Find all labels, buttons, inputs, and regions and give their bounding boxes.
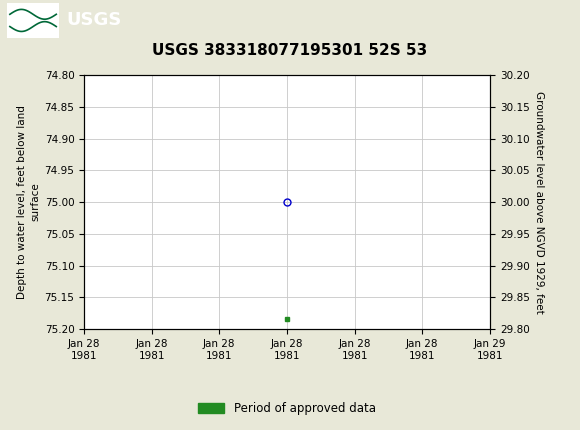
Text: USGS: USGS (66, 12, 121, 29)
FancyBboxPatch shape (7, 3, 59, 37)
Text: USGS 383318077195301 52S 53: USGS 383318077195301 52S 53 (153, 43, 427, 58)
Y-axis label: Depth to water level, feet below land
surface: Depth to water level, feet below land su… (17, 105, 41, 299)
Y-axis label: Groundwater level above NGVD 1929, feet: Groundwater level above NGVD 1929, feet (534, 91, 544, 313)
Legend: Period of approved data: Period of approved data (194, 397, 380, 419)
